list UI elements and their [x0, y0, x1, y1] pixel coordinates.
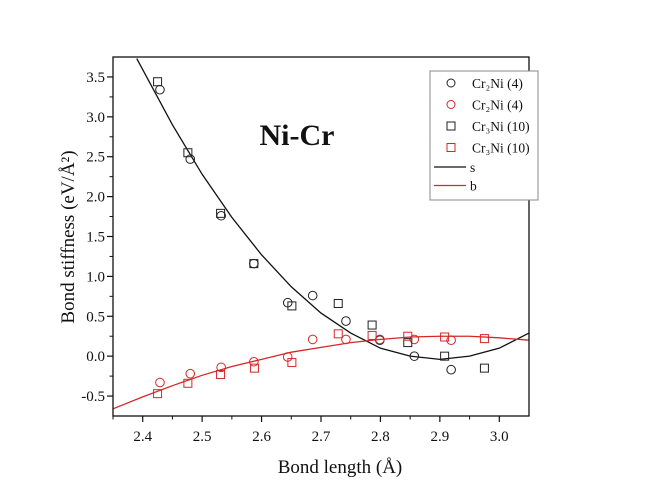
chart-title: Ni-Cr [260, 119, 335, 152]
data-point-square [216, 370, 226, 380]
data-point-circle [155, 377, 165, 388]
data-point-square [333, 299, 343, 309]
y-tick-label: -0.5 [81, 389, 105, 405]
data-point-square [403, 331, 413, 341]
legend-circle-icon [446, 78, 456, 88]
legend-label: Cr₃Ni (10) [472, 141, 530, 156]
data-point-square [153, 77, 163, 87]
data-point-square [249, 363, 259, 373]
data-point-square [183, 148, 193, 158]
legend-label: Cr₃Ni (10) [472, 119, 530, 134]
legend-label: s [470, 160, 475, 175]
x-tick-label: 2.7 [312, 429, 331, 445]
x-tick-label: 2.4 [133, 429, 152, 445]
fit-line-s [136, 58, 529, 361]
data-point-square [287, 358, 297, 368]
y-tick-label: 0.5 [86, 309, 105, 325]
legend-square-icon [446, 143, 456, 152]
data-point-square [249, 259, 259, 269]
data-point-circle [249, 258, 259, 269]
y-tick-label: 1.5 [86, 230, 105, 246]
x-tick-label: 2.8 [371, 429, 390, 445]
data-point-circle [155, 84, 165, 95]
x-axis-label: Bond length (Å) [278, 457, 403, 478]
y-tick-label: 1.0 [86, 269, 105, 285]
fit-line-b [113, 335, 529, 410]
data-point-circle [216, 362, 226, 373]
legend-circle-icon [446, 100, 456, 109]
data-point-circle [249, 356, 259, 367]
data-point-circle [185, 154, 196, 164]
data-point-circle [409, 351, 420, 361]
data-point-circle [409, 334, 420, 345]
data-point-square [440, 351, 450, 361]
legend: Cr₂Ni (4) Cr₂Ni (4) Cr₃Ni (10) Cr₃Ni (10) sb [429, 70, 539, 201]
x-tick-label: 2.6 [252, 429, 271, 445]
data-point-square [479, 363, 489, 373]
data-point-square [479, 334, 489, 344]
y-tick-label: 3.5 [86, 70, 105, 86]
axes: 2.4 2.5 2.6 2.7 2.8 2.9 3.0 -0.5 0.0 0.5 1.0 1.5 2.0… [81, 70, 508, 445]
data-point-square [216, 208, 226, 218]
y-tick-label: 3.0 [86, 110, 105, 126]
y-tick-label: 2.5 [86, 150, 105, 166]
data-point-square [367, 330, 377, 340]
data-point-square [183, 378, 193, 388]
data-point-square [333, 329, 343, 339]
legend-label: b [470, 179, 477, 194]
legend-square-icon [446, 121, 456, 131]
y-tick-label: 2.0 [86, 190, 105, 206]
legend-label: Cr₂Ni (4) [472, 98, 523, 113]
data-point-circle [185, 368, 196, 379]
x-tick-label: 2.5 [193, 429, 212, 445]
data-point-circle [341, 334, 351, 345]
legend-box [429, 70, 539, 201]
data-point-square [367, 320, 377, 330]
data-point-circle [307, 334, 318, 345]
y-tick-label: 0.0 [86, 349, 105, 365]
y-axis-label: Bond stiffness (eV/Å²) [58, 150, 79, 323]
data-point-circle [446, 335, 456, 346]
data-point-square [403, 338, 413, 348]
data-point-circle [446, 364, 456, 375]
data-point-circle [307, 290, 318, 301]
data-point-circle [341, 316, 351, 326]
data-point-square [287, 301, 297, 311]
x-tick-label: 3.0 [490, 429, 509, 445]
plot-marks [113, 58, 529, 410]
x-tick-label: 2.9 [430, 429, 449, 445]
legend-label: Cr₂Ni (4) [472, 76, 523, 91]
data-point-square [153, 389, 163, 399]
data-point-square [440, 332, 450, 342]
